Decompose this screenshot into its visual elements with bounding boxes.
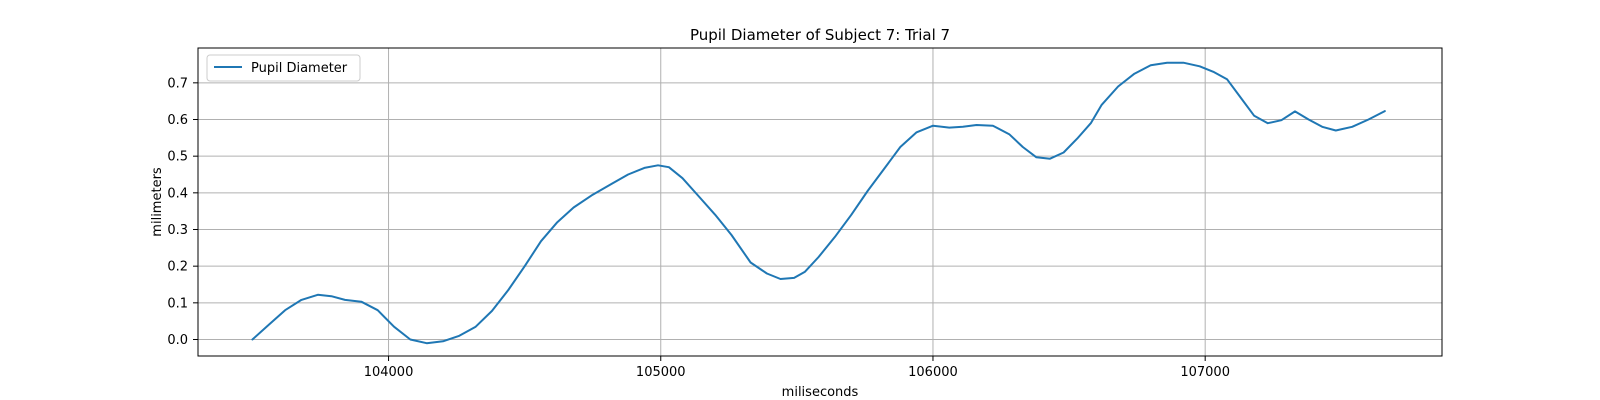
series-line-pupil-diameter [251,61,1386,345]
plot-frame [197,47,1443,357]
x-tick-label: 104000 [364,365,414,380]
legend-box [206,54,361,82]
y-tick-label: 0.0 [167,333,188,348]
legend: Pupil Diameter [206,54,361,82]
y-tick-label: 0.4 [167,186,188,201]
y-tick-label: 0.2 [167,260,188,275]
y-tick-label: 0.6 [167,113,188,128]
y-tick-label: 0.5 [167,150,188,165]
y-tick-label: 0.3 [167,223,188,238]
y-axis-label: milimeters [150,167,165,237]
y-axis-ticks: 0.0 0.1 0.2 0.3 0.4 0.5 0.6 0.7 [167,76,198,348]
series-lines [251,61,1386,345]
x-tick-label: 107000 [1180,365,1230,380]
y-tick-label: 0.7 [167,76,188,91]
legend-label-pupil-diameter: Pupil Diameter [251,61,348,76]
x-tick-label: 106000 [908,365,958,380]
grid [198,48,1442,356]
chart-title: Pupil Diameter of Subject 7: Trial 7 [690,26,950,44]
x-axis-label: miliseconds [782,385,859,400]
x-axis-ticks: 104000 105000 106000 107000 [364,356,1230,380]
y-tick-label: 0.1 [167,296,188,311]
x-tick-label: 105000 [636,365,686,380]
